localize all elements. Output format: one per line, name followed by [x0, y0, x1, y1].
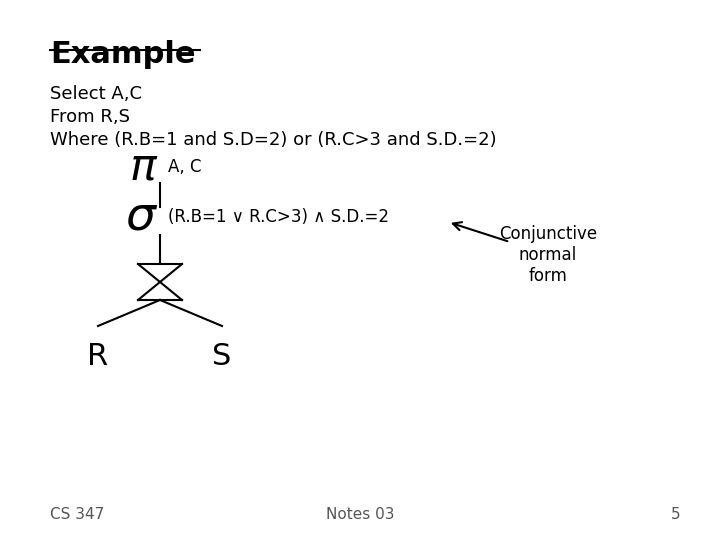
Text: 5: 5	[670, 507, 680, 522]
Text: CS 347: CS 347	[50, 507, 104, 522]
Text: Notes 03: Notes 03	[325, 507, 395, 522]
Text: Conjunctive
normal
form: Conjunctive normal form	[499, 225, 597, 285]
Text: A, C: A, C	[168, 158, 202, 176]
Text: $\sigma$: $\sigma$	[125, 194, 158, 240]
Text: R: R	[87, 342, 109, 371]
Text: (R.B=1 ∨ R.C>3) ∧ S.D.=2: (R.B=1 ∨ R.C>3) ∧ S.D.=2	[168, 208, 389, 226]
Text: Where (R.B=1 and S.D=2) or (R.C>3 and S.D.=2): Where (R.B=1 and S.D=2) or (R.C>3 and S.…	[50, 131, 497, 149]
Text: Select A,C: Select A,C	[50, 85, 142, 103]
Text: $\pi$: $\pi$	[129, 145, 158, 188]
Text: Example: Example	[50, 40, 196, 69]
Text: From R,S: From R,S	[50, 108, 130, 126]
Text: S: S	[212, 342, 232, 371]
